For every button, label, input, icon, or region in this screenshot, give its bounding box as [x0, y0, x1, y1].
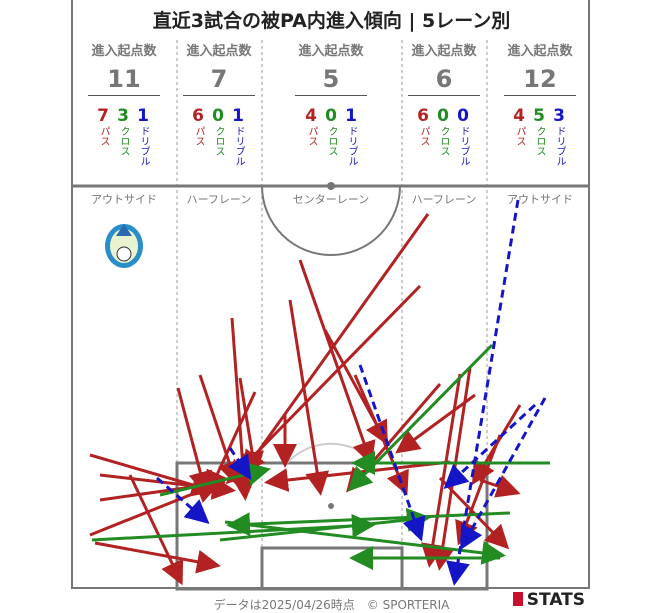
- lane-header-1: 進入起点数 11: [74, 40, 174, 96]
- lane-total: 12: [504, 65, 576, 96]
- lane-header-label: 進入起点数: [91, 44, 157, 59]
- lane-header-2: 進入起点数 7: [169, 40, 269, 96]
- cross-arrows: [91, 343, 550, 570]
- dribble-arrows: [156, 199, 547, 586]
- lane3-pass: 4 パス: [305, 106, 317, 146]
- lane3-cross: 0 クロス: [325, 106, 337, 156]
- lane2-cross: 0 クロス: [212, 106, 224, 156]
- lane-header-4: 進入起点数 6: [394, 40, 494, 96]
- pass-arrows: [89, 213, 522, 586]
- lane4-dribble: 0 ドリブル: [457, 106, 469, 166]
- lane4-pass: 6 パス: [417, 106, 429, 146]
- lane-header-3: 進入起点数 5: [281, 40, 381, 96]
- lane-name-3: センターレーン: [292, 193, 370, 206]
- lane-header-label: 進入起点数: [507, 44, 573, 59]
- lane-name-1: アウトサイド: [91, 193, 157, 206]
- lane1-pass: 7 パス: [97, 106, 109, 146]
- lane-header-5: 進入起点数 12: [490, 40, 590, 96]
- lane-total: 5: [295, 65, 367, 96]
- center-circle: [261, 185, 401, 256]
- penalty-spot: [328, 503, 334, 509]
- lane-name-4: ハーフレーン: [411, 193, 477, 206]
- stats-mark-icon: [512, 592, 523, 606]
- lane1-cross: 3 クロス: [117, 106, 129, 156]
- lane4-cross: 0 クロス: [437, 106, 449, 156]
- brand-logo: STATS: [512, 590, 585, 610]
- center-spot: [327, 182, 335, 190]
- penalty-arc: [286, 442, 376, 464]
- lane3-dribble: 1 ドリブル: [345, 106, 357, 166]
- lane-total: 6: [408, 65, 480, 96]
- footer-credit: データは2025/04/26時点 © SPORTERIA: [213, 598, 450, 612]
- lane-header-label: 進入起点数: [186, 44, 252, 59]
- lane2-pass: 6 パス: [192, 106, 204, 146]
- lane-total: 11: [88, 65, 160, 96]
- lane5-cross: 5 クロス: [533, 106, 545, 156]
- lane-header-label: 進入起点数: [298, 44, 364, 59]
- lane5-pass: 4 パス: [513, 106, 525, 146]
- lane-header-label: 進入起点数: [411, 44, 477, 59]
- lane2-dribble: 1 ドリブル: [232, 106, 244, 166]
- lane5-dribble: 3 ドリブル: [553, 106, 565, 166]
- goal-area: [260, 546, 404, 591]
- lane-total: 7: [183, 65, 255, 96]
- lane-name-5: アウトサイド: [507, 193, 573, 206]
- lane1-dribble: 1 ドリブル: [137, 106, 149, 166]
- lane-name-2: ハーフレーン: [186, 193, 252, 206]
- team-logo-icon: [105, 224, 143, 268]
- page-title: 直近3試合の被PA内進入傾向 | 5レーン別: [152, 10, 511, 32]
